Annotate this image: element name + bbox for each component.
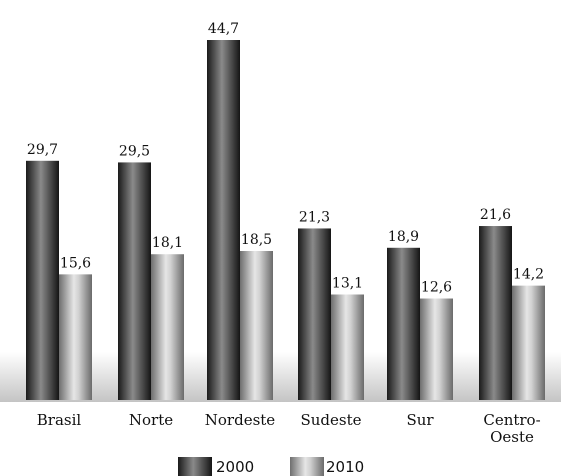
bar-2000-4: [387, 247, 420, 400]
value-labels-layer: 29,7 15,6 29,5 18,1 44,7 18,5 21,3 13,1 18,9 12,6…: [27, 21, 544, 296]
bar-2010-2: [240, 251, 273, 400]
bar-2000-5: [479, 226, 512, 400]
value-label-2000-2: 44,7: [208, 21, 239, 37]
legend-label-2010: 2010: [326, 458, 364, 476]
bar-2000-3: [298, 228, 331, 400]
legend-swatch-2010: [290, 457, 324, 476]
category-label-3: Sudeste: [300, 411, 361, 429]
value-label-2010-2: 18,5: [241, 232, 272, 248]
category-label-5: Centro-Oeste: [483, 411, 540, 446]
category-labels-layer: Brasil Norte Nordeste Sudeste Sur Centro-Oest…: [37, 411, 541, 446]
value-label-2010-5: 14,2: [513, 267, 544, 283]
legend-label-2000: 2000: [216, 458, 254, 476]
bar-2010-0: [59, 274, 92, 400]
category-label-0: Brasil: [37, 411, 82, 429]
bar-2000-1: [118, 162, 151, 400]
value-label-2010-3: 13,1: [332, 275, 363, 291]
bar-2010-3: [331, 294, 364, 400]
category-label-2: Nordeste: [205, 411, 276, 429]
legend-swatch-2000: [178, 457, 212, 476]
value-label-2000-5: 21,6: [480, 207, 511, 223]
value-label-2000-4: 18,9: [388, 229, 419, 245]
bar-2010-5: [512, 285, 545, 400]
value-label-2000-3: 21,3: [299, 209, 330, 225]
category-label-4: Sur: [406, 411, 434, 429]
bar-2000-0: [26, 160, 59, 400]
value-label-2000-0: 29,7: [27, 142, 58, 158]
bar-2000-2: [207, 40, 240, 400]
value-label-2010-1: 18,1: [152, 235, 183, 251]
bar-2010-1: [151, 254, 184, 400]
legend: 2000 2010: [178, 457, 364, 476]
value-label-2010-0: 15,6: [60, 255, 91, 271]
value-label-2000-1: 29,5: [119, 143, 150, 159]
category-label-1: Norte: [129, 411, 173, 429]
chart-floor: [0, 352, 561, 402]
bar-2010-4: [420, 298, 453, 400]
value-label-2010-4: 12,6: [421, 280, 452, 296]
bars-layer: [26, 40, 545, 400]
